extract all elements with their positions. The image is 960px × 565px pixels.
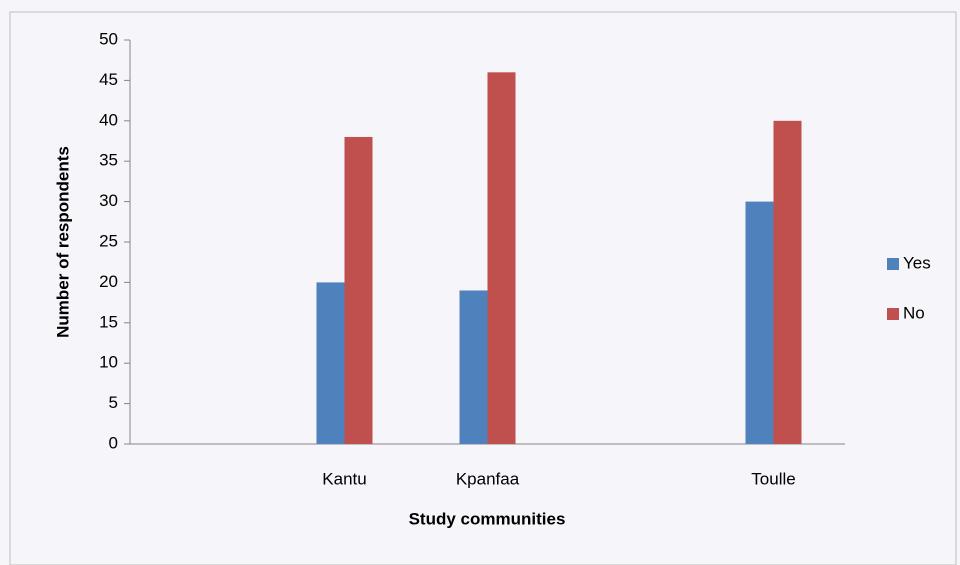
chart: Number of respondents Study communities … (0, 0, 960, 565)
y-tick-label: 35 (99, 151, 118, 170)
bar (317, 282, 345, 444)
legend-swatch (887, 308, 899, 320)
x-axis-label: Study communities (409, 509, 566, 528)
y-tick-label: 30 (99, 191, 118, 210)
bar (746, 202, 774, 444)
y-tick-label: 50 (99, 29, 118, 48)
bar (488, 72, 516, 444)
y-tick-label: 45 (99, 70, 118, 89)
legend-swatch (887, 258, 899, 270)
x-tick-label: Kantu (322, 469, 366, 488)
y-tick-label: 15 (99, 312, 118, 331)
x-tick-label: Toulle (751, 469, 795, 488)
y-tick-label: 10 (99, 353, 118, 372)
y-tick-label: 0 (109, 433, 118, 452)
x-tick-label: Kpanfaa (456, 469, 520, 488)
bar (774, 121, 802, 444)
bar (460, 290, 488, 444)
legend-label: No (903, 303, 925, 322)
y-tick-label: 5 (109, 393, 118, 412)
y-axis-label: Number of respondents (53, 146, 72, 338)
y-tick-label: 20 (99, 272, 118, 291)
bar (345, 137, 373, 444)
legend-label: Yes (903, 253, 931, 272)
y-tick-label: 40 (99, 110, 118, 129)
y-tick-label: 25 (99, 231, 118, 250)
